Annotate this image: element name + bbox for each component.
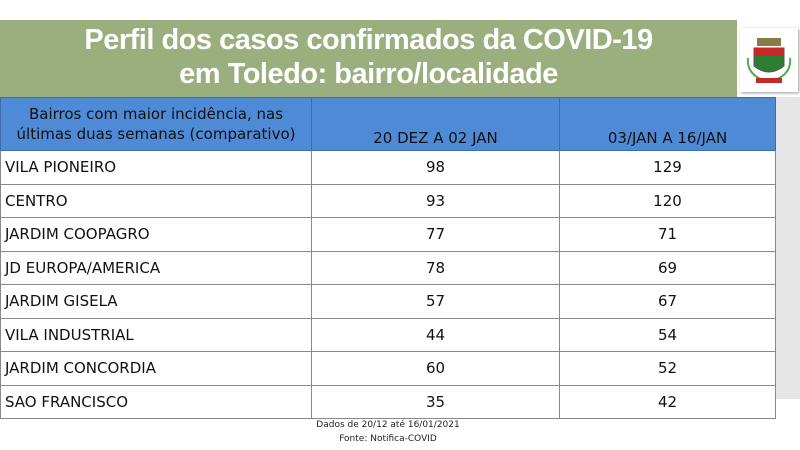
count-cell: 57 <box>311 284 560 319</box>
count-cell: 42 <box>559 384 776 419</box>
neighborhood-cell: JD EUROPA/AMERICA <box>0 250 312 285</box>
count-cell: 120 <box>559 183 776 218</box>
crest <box>746 38 792 84</box>
logo <box>740 28 798 92</box>
count-cell: 52 <box>559 351 776 386</box>
count-cell: 35 <box>311 384 560 419</box>
table-row: VILA INDUSTRIAL 44 54 <box>0 317 776 352</box>
table-row: JARDIM GISELA 57 67 <box>0 284 776 319</box>
neighborhood-cell: SAO FRANCISCO <box>0 384 312 419</box>
count-cell: 71 <box>559 217 776 252</box>
count-cell: 44 <box>311 317 560 352</box>
header-cell: 03/JAN A 16/JAN <box>559 97 776 151</box>
count-cell: 93 <box>311 183 560 218</box>
neighborhood-cell: JARDIM COOPAGRO <box>0 217 312 252</box>
title-line: em Toledo: bairro/localidade <box>179 58 558 90</box>
footer: Dados de 20/12 até 16/01/2021 Fonte: Not… <box>0 418 776 446</box>
header-cell: Bairros com maior incidência, nas últimas… <box>0 97 312 151</box>
count-cell: 77 <box>311 217 560 252</box>
neighborhood-cell: JARDIM CONCORDIA <box>0 351 312 386</box>
count-cell: 98 <box>311 150 560 185</box>
count-cell: 69 <box>559 250 776 285</box>
title-banner: Perfil dos casos confirmados da COVID-19… <box>0 20 737 97</box>
header-cell: 20 DEZ A 02 JAN <box>311 97 560 151</box>
data-table: Bairros com maior incidência, nas últimas… <box>0 97 776 419</box>
header-row: Bairros com maior incidência, nas últimas… <box>0 97 776 151</box>
footer-line: Fonte: Notifica-COVID <box>339 434 437 444</box>
header-line: Bairros com maior incidência, nas <box>28 105 284 123</box>
table-row: JARDIM CONCORDIA 60 52 <box>0 351 776 386</box>
count-cell: 54 <box>559 317 776 352</box>
footer-line: Dados de 20/12 até 16/01/2021 <box>316 420 460 430</box>
table-row: VILA PIONEIRO 98 129 <box>0 150 776 185</box>
count-cell: 129 <box>559 150 776 185</box>
neighborhood-cell: CENTRO <box>0 183 312 218</box>
table-row: SAO FRANCISCO 35 42 <box>0 384 776 419</box>
count-cell: 67 <box>559 284 776 319</box>
table-row: JARDIM COOPAGRO 77 71 <box>0 217 776 252</box>
neighborhood-cell: VILA INDUSTRIAL <box>0 317 312 352</box>
header-line: últimas duas semanas (comparativo) <box>16 125 296 143</box>
count-cell: 60 <box>311 351 560 386</box>
count-cell: 78 <box>311 250 560 285</box>
title-line: Perfil dos casos confirmados da COVID-19 <box>84 24 653 56</box>
table-row: CENTRO 93 120 <box>0 183 776 218</box>
neighborhood-cell: JARDIM GISELA <box>0 284 312 319</box>
neighborhood-cell: VILA PIONEIRO <box>0 150 312 185</box>
shadow <box>776 97 800 399</box>
table-row: JD EUROPA/AMERICA 78 69 <box>0 250 776 285</box>
